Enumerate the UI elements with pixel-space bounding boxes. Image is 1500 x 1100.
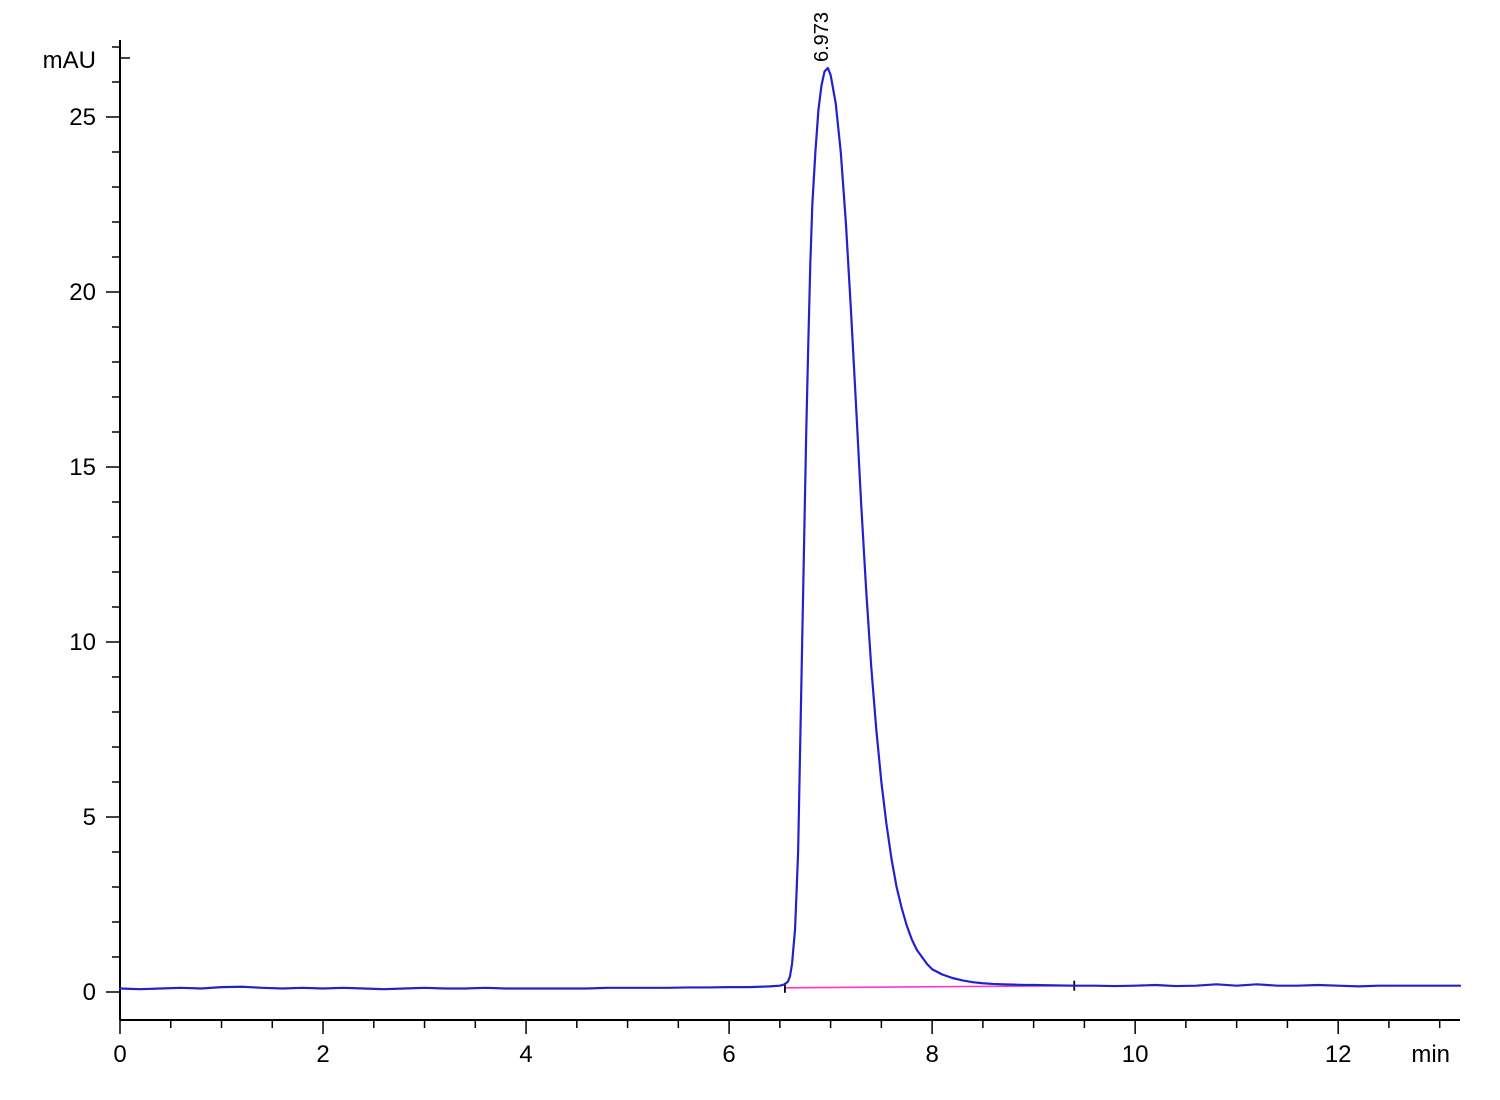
y-tick-label: 15 xyxy=(69,454,96,481)
y-tick-label: 10 xyxy=(69,629,96,656)
y-tick-label: 0 xyxy=(83,979,96,1006)
y-tick-label: 20 xyxy=(69,279,96,306)
y-tick-label: 5 xyxy=(83,804,96,831)
x-tick-label: 6 xyxy=(722,1041,735,1068)
chromatogram-chart: 0 2 4 6 8 10 12 min 0 5 10 15 20 25 mAU 6.973 xyxy=(0,0,1500,1100)
x-tick-label: 4 xyxy=(519,1041,532,1068)
x-axis-label: min xyxy=(1411,1041,1450,1068)
x-tick-label: 8 xyxy=(925,1041,938,1068)
x-tick-label: 10 xyxy=(1122,1041,1149,1068)
chart-svg: 0 2 4 6 8 10 12 min 0 5 10 15 20 25 mAU 6.973 xyxy=(0,0,1500,1100)
y-axis-label: mAU xyxy=(43,47,96,74)
y-tick-label: 25 xyxy=(69,104,96,131)
peak-retention-label: 6.973 xyxy=(811,12,833,62)
x-tick-label: 0 xyxy=(113,1041,126,1068)
x-tick-label: 12 xyxy=(1325,1041,1352,1068)
x-tick-label: 2 xyxy=(316,1041,329,1068)
